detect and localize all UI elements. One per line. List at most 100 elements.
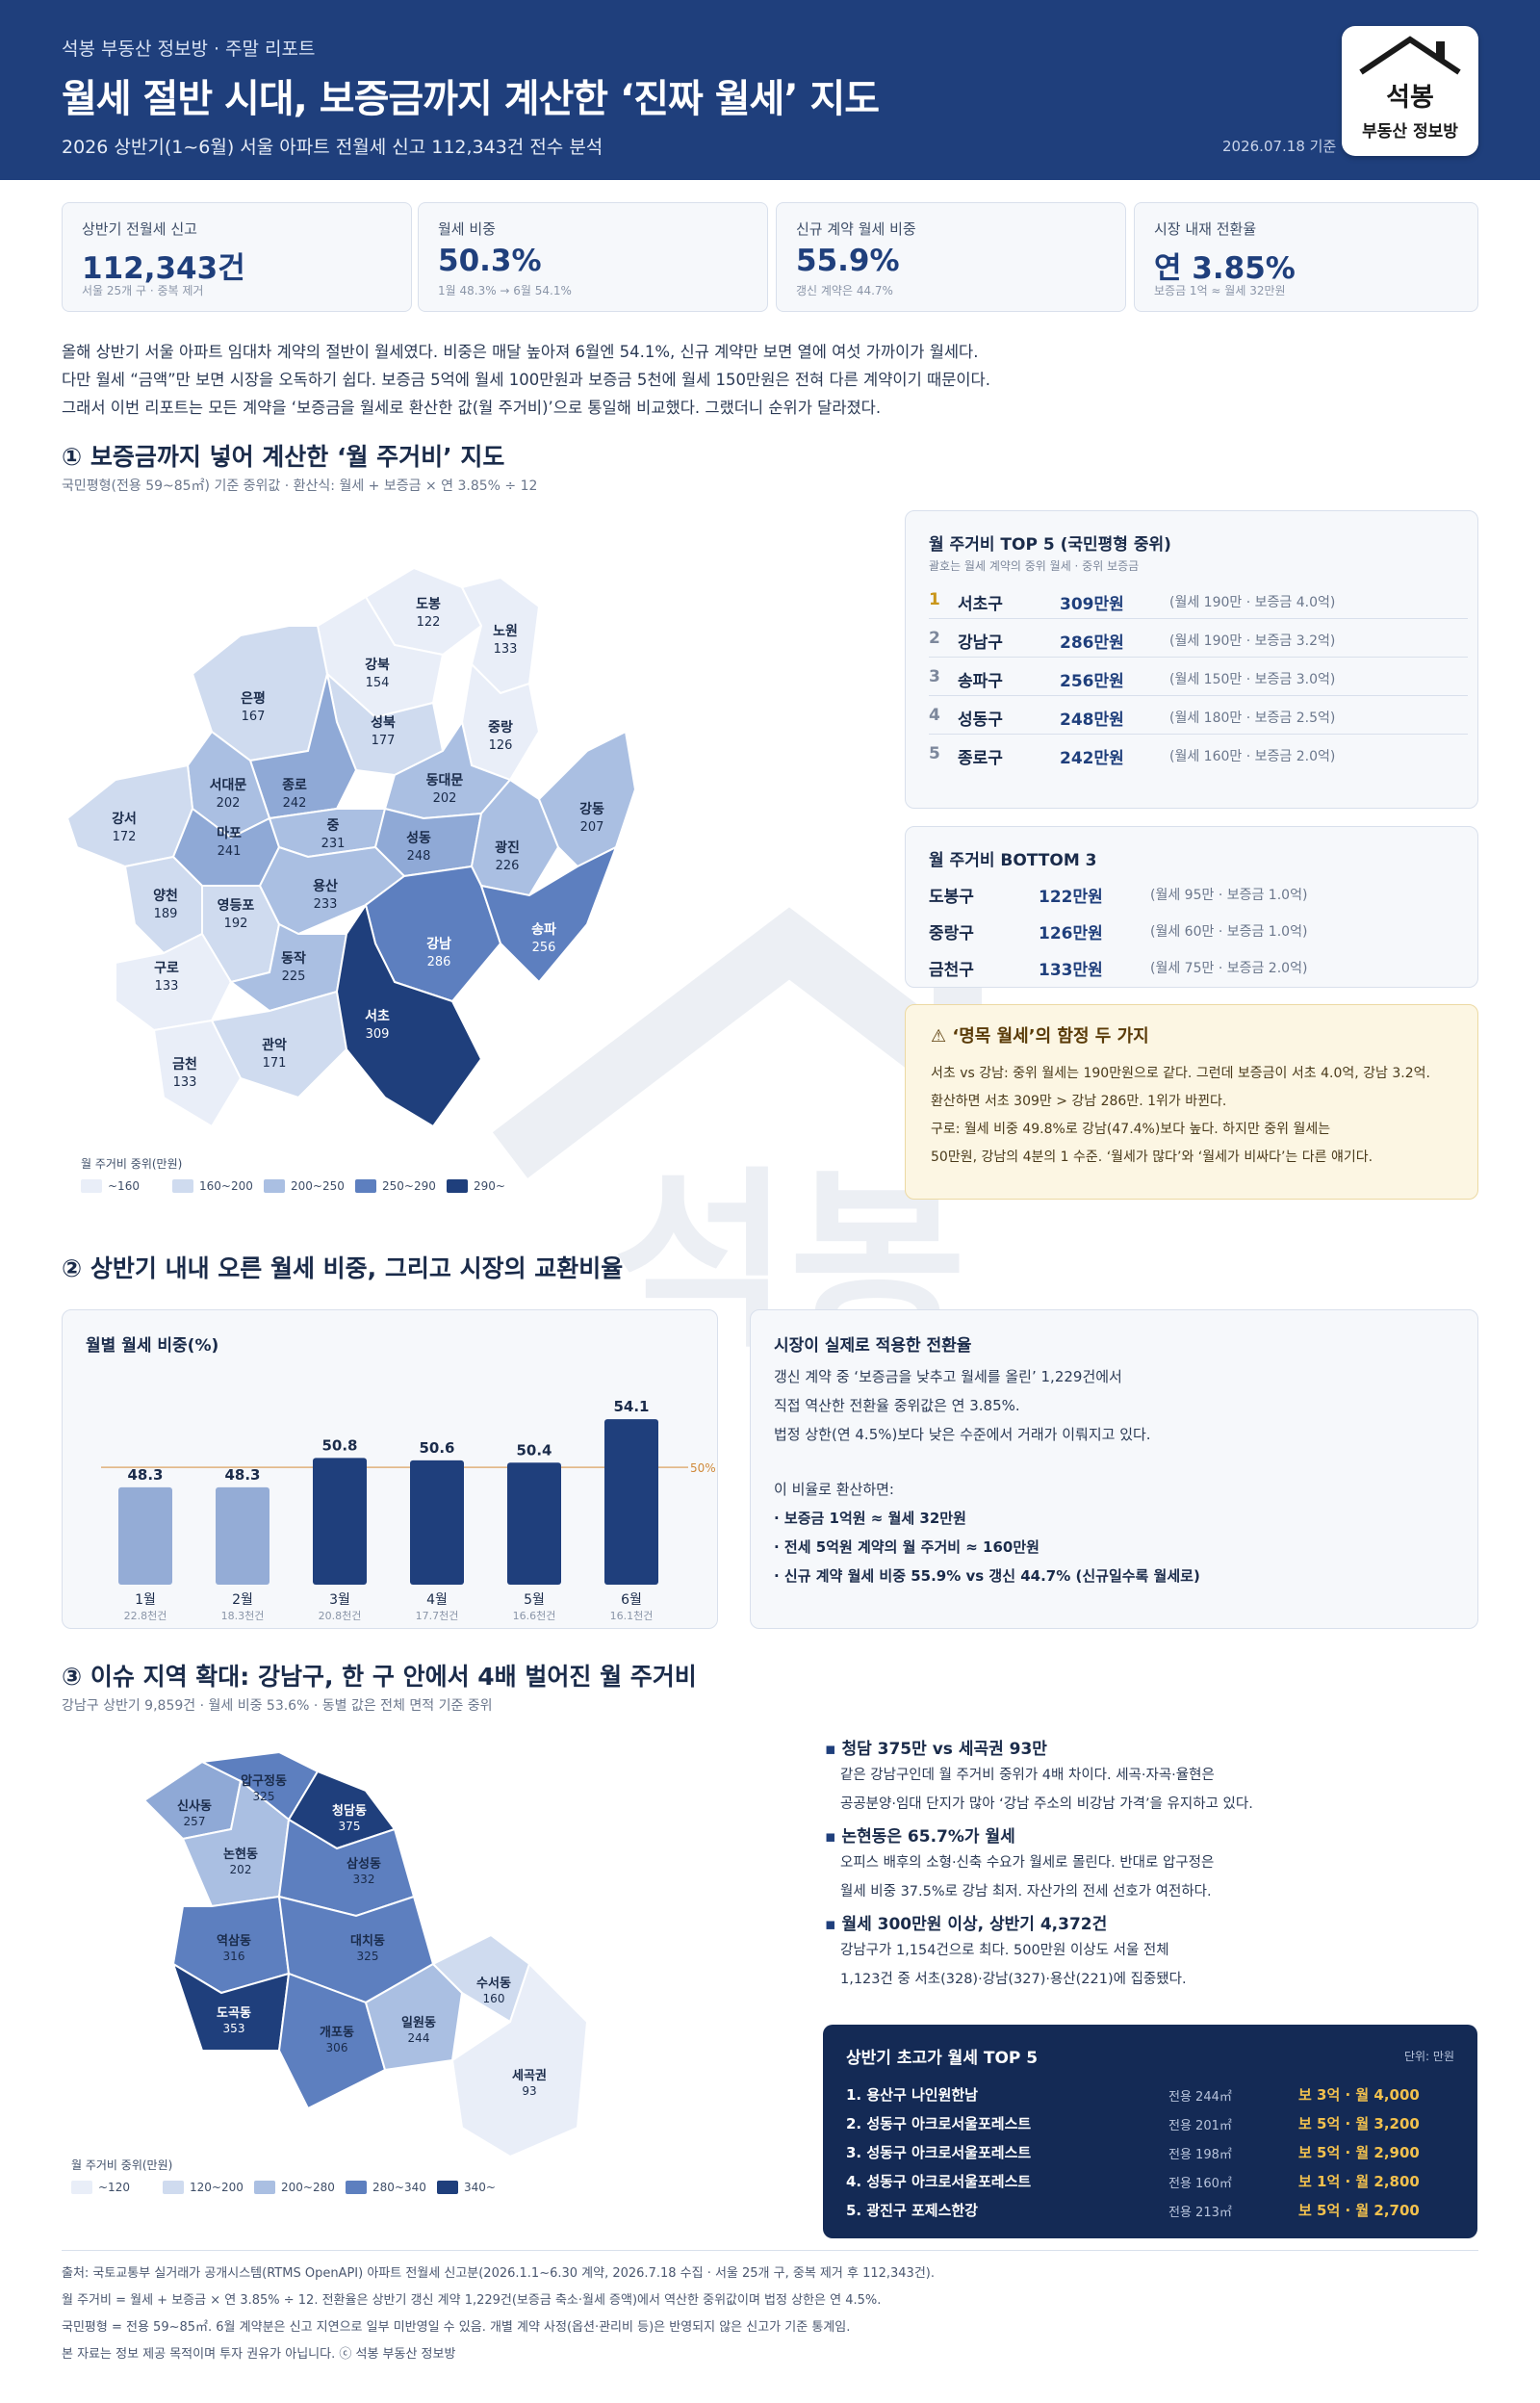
- kpi-note: 갱신 계약은 44.7%: [796, 284, 893, 297]
- district-name-label: 송파: [531, 922, 556, 938]
- district-name-label: 양천: [153, 889, 178, 904]
- district-value-label: 133: [155, 979, 179, 994]
- legend-label: 200~280: [281, 2181, 335, 2194]
- dong-value-label: 257: [184, 1815, 206, 1828]
- district-value: 286만원: [1060, 633, 1124, 653]
- gangnam-legend: 월 주거비 중위(만원) ~120 120~200 200~280 280~340 34…: [71, 2157, 524, 2200]
- premium-complex: 4. 성동구 아크로서울포레스트: [846, 2173, 1032, 2190]
- district-name: 서초구: [958, 595, 1003, 614]
- footer-line: 국민평형 = 전용 59~85㎡. 6월 계약분은 신고 지연으로 일부 미반영…: [62, 2320, 851, 2335]
- warning-card: ⚠ ‘명목 월세’의 함정 두 가지 서초 vs 강남: 중위 월세는 190만…: [905, 1004, 1478, 1200]
- premium-row: 1. 용산구 나인원한남 전용 244㎡ 보 3억 · 월 4,000: [846, 2084, 1452, 2113]
- district-detail: (월세 75만 · 보증금 2.0억): [1150, 961, 1308, 976]
- dong-name-label: 역삼동: [217, 1933, 251, 1949]
- dong-일원동: [364, 1962, 464, 2072]
- insight-line: 같은 강남구인데 월 주거비 중위가 4배 차이다. 세곡·자곡·율현은: [840, 1768, 1215, 1783]
- dong-name-label: 수서동: [476, 1977, 511, 1991]
- footer-line: 월 주거비 = 월세 + 보증금 × 연 3.85% ÷ 12. 전환율은 상반…: [62, 2293, 882, 2308]
- insight-line: 월세 비중 37.5%로 강남 최저. 자산가의 전세 선호가 여전하다.: [840, 1884, 1212, 1899]
- insight-head: ▪ 월세 300만원 이상, 상반기 4,372건: [825, 1915, 1108, 1934]
- insight-head: ▪ 논현동은 65.7%가 월세: [825, 1827, 1015, 1847]
- section1-subtitle: 국민평형(전용 59~85㎡) 기준 중위값 · 환산식: 월세 + 보증금 ×…: [62, 478, 538, 494]
- district-value-label: 192: [224, 917, 248, 931]
- district-name-label: 도봉: [416, 597, 441, 612]
- district-name-label: 종로: [282, 778, 307, 793]
- district-value-label: 202: [433, 791, 457, 806]
- count-label: 20.8천건: [319, 1609, 362, 1622]
- top5-row: 2 강남구 286만원 (월세 190만 · 보증금 3.2억): [929, 619, 1468, 658]
- legend-label: 280~340: [372, 2181, 426, 2194]
- bar-value-label: 50.6: [419, 1439, 454, 1457]
- dong-name-label: 압구정동: [241, 1773, 287, 1789]
- district-value-label: 133: [173, 1075, 197, 1090]
- premium-area: 전용 201㎡: [1168, 2119, 1232, 2133]
- premium-complex: 3. 성동구 아크로서울포레스트: [846, 2144, 1032, 2161]
- insight-line: 오피스 배후의 소형·신축 수요가 월세로 몰린다. 반대로 압구정은: [840, 1855, 1215, 1871]
- legend-label: 250~290: [382, 1179, 436, 1193]
- kpi-label: 월세 비중: [438, 220, 496, 238]
- premium-area: 전용 198㎡: [1168, 2148, 1232, 2162]
- bar-value-label: 54.1: [613, 1398, 649, 1415]
- district-구로: [115, 932, 233, 1032]
- kpi-card-conversion-rate: 시장 내재 전환율 연 3.85% 보증금 1억 ≈ 월세 32만원: [1134, 202, 1478, 312]
- map-legend: 월 주거비 중위(만원) ~160 160~200 200~250 250~290 29…: [81, 1155, 505, 1199]
- district-value-label: 225: [282, 969, 306, 984]
- top5-note: 괄호는 월세 계약의 중위 월세 · 중위 보증금: [929, 559, 1140, 573]
- chart-title: 월별 월세 비중(%): [86, 1336, 219, 1356]
- district-금천: [152, 1019, 243, 1128]
- dong-value-label: 93: [522, 2084, 536, 2098]
- bar: [118, 1486, 172, 1585]
- bottom3-title: 월 주거비 BOTTOM 3: [929, 851, 1097, 870]
- premium-price: 보 5억 · 월 2,700: [1298, 2202, 1420, 2219]
- dong-name-label: 일원동: [401, 2016, 436, 2030]
- category-label: 6월: [621, 1592, 642, 1608]
- footer-line: 출처: 국토교통부 실거래가 공개시스템(RTMS OpenAPI) 아파트 전…: [62, 2266, 935, 2281]
- district-name-label: 강동: [579, 801, 604, 817]
- warning-line: 서초 vs 강남: 중위 월세는 190만원으로 같다. 그런데 보증금이 서초…: [931, 1066, 1430, 1081]
- district-value-label: 231: [321, 837, 346, 851]
- district-name-label: 금천: [172, 1057, 197, 1072]
- category-label: 2월: [232, 1592, 253, 1608]
- kpi-value: 50.3%: [438, 244, 542, 278]
- premium-area: 전용 213㎡: [1168, 2206, 1232, 2220]
- district-name-label: 서대문: [210, 778, 247, 793]
- dong-value-label: 353: [223, 2022, 245, 2035]
- bar-chart-card: 월별 월세 비중(%) 50% 48.3 1월 22.8천건 48.3 2월 18.3천건 5…: [62, 1309, 718, 1629]
- district-value: 248만원: [1060, 711, 1124, 730]
- kpi-card-new-contract: 신규 계약 월세 비중 55.9% 갱신 계약은 44.7%: [776, 202, 1126, 312]
- district-name: 성동구: [958, 711, 1003, 730]
- district-value: 256만원: [1060, 672, 1124, 691]
- exchange-bullet: · 보증금 1억원 ≈ 월세 32만원: [774, 1510, 966, 1527]
- district-value-label: 286: [427, 955, 451, 969]
- premium-title: 상반기 초고가 월세 TOP 5: [846, 2049, 1039, 2068]
- kpi-value: 연 3.85%: [1154, 251, 1296, 286]
- category-label: 4월: [426, 1592, 448, 1608]
- legend-swatch: [447, 1179, 468, 1193]
- warning-line: 50만원, 강남의 4분의 1 수준. ‘월세가 많다’와 ‘월세가 비싸다’는…: [931, 1150, 1373, 1165]
- premium-rent-top5-card: 상반기 초고가 월세 TOP 5 단위: 만원 1. 용산구 나인원한남 전용 2…: [823, 2025, 1477, 2238]
- district-name: 강남구: [958, 633, 1003, 653]
- legend-label: 120~200: [190, 2181, 244, 2194]
- district-name-label: 중랑: [488, 720, 513, 736]
- bottom3-row: 금천구 133만원 (월세 75만 · 보증금 2.0억): [929, 946, 1468, 985]
- section2-title: ② 상반기 내내 오른 월세 비중, 그리고 시장의 교환비율: [62, 1254, 624, 1282]
- exchange-rate-card: 시장이 실제로 적용한 전환율 갱신 계약 중 ‘보증금을 낮추고 월세를 올린…: [750, 1309, 1478, 1629]
- category-label: 5월: [524, 1592, 545, 1608]
- premium-price: 보 1억 · 월 2,800: [1298, 2173, 1420, 2190]
- district-name-label: 광진: [495, 840, 520, 856]
- district-name-label: 동작: [281, 950, 306, 967]
- exchange-bullet: · 신규 계약 월세 비중 55.9% vs 갱신 44.7% (신규일수록 월…: [774, 1567, 1200, 1585]
- kpi-value: 112,343건: [82, 251, 245, 286]
- dong-value-label: 325: [253, 1790, 275, 1803]
- top5-row: 4 성동구 248만원 (월세 180만 · 보증금 2.5억): [929, 696, 1468, 735]
- dong-value-label: 160: [483, 1992, 505, 2005]
- count-label: 16.1천건: [610, 1609, 654, 1622]
- district-value-label: 171: [263, 1056, 287, 1071]
- warning-line: 환산하면 서초 309만 > 강남 286만. 1위가 바뀐다.: [931, 1094, 1227, 1109]
- bar: [507, 1462, 561, 1585]
- district-detail: (월세 150만 · 보증금 3.0억): [1169, 672, 1336, 687]
- kpi-note: 보증금 1억 ≈ 월세 32만원: [1154, 284, 1286, 297]
- insight-line: 공공분양·임대 단지가 많아 ‘강남 주소의 비강남 가격’을 유지하고 있다.: [840, 1796, 1253, 1812]
- legend-title: 월 주거비 중위(만원): [71, 2158, 173, 2172]
- legend-label: ~120: [98, 2181, 130, 2194]
